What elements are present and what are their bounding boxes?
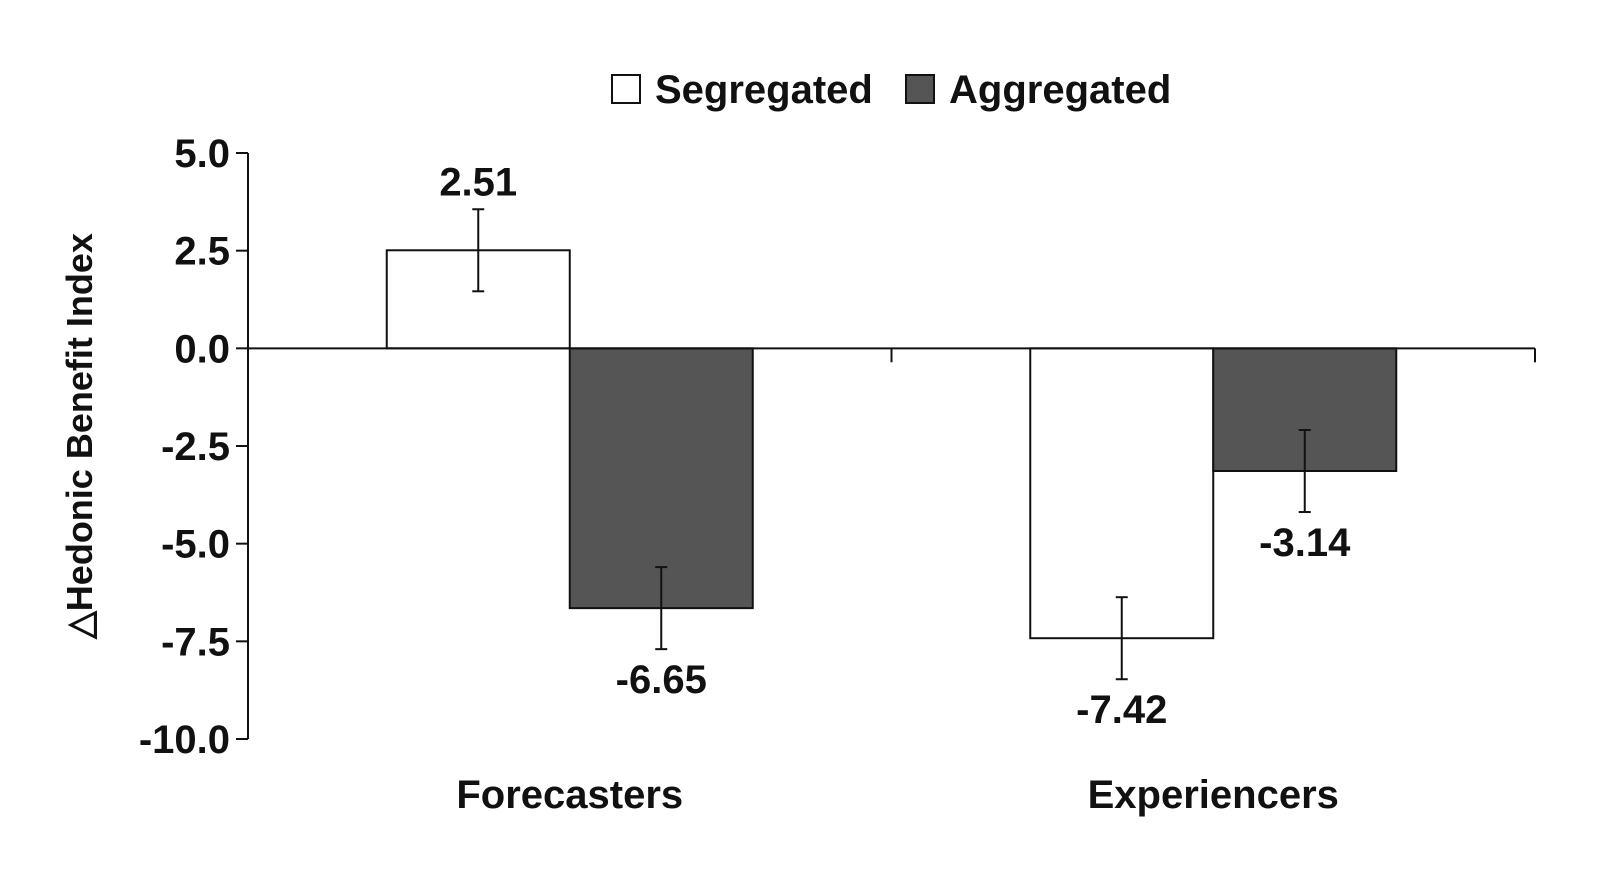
legend-label: Aggregated [949,68,1171,112]
data-label: -7.42 [1076,688,1167,732]
legend-swatch [611,74,641,104]
data-label: -3.14 [1259,521,1351,565]
y-tick-label: -5.0 [161,523,230,567]
y-tick-label: -2.5 [161,425,230,469]
data-label: 2.51 [439,160,517,204]
category-label: Forecasters [456,773,683,817]
y-axis-title: △Hedonic Benefit Index [59,233,100,640]
data-label: -6.65 [616,658,707,702]
y-tick-label: -10.0 [139,718,230,762]
y-axis: 5.0 2.5 0.0 -2.5 -5.0 -7.5 -10.0 [139,132,249,762]
category-label: Experiencers [1088,773,1339,817]
legend: Segregated Aggregated [611,68,1171,112]
y-tick-label: 0.0 [174,327,230,371]
y-tick-label: 2.5 [174,230,230,274]
y-tick-label: 5.0 [174,132,230,176]
y-tick-label: -7.5 [161,620,230,664]
bars: 2.51 -6.65 -7.42 -3.14 [385,160,1398,732]
legend-swatch [905,74,935,104]
legend-label: Segregated [655,68,873,112]
x-axis: Forecasters Experiencers [248,347,1536,817]
bar [568,347,754,610]
bar [1029,347,1215,640]
